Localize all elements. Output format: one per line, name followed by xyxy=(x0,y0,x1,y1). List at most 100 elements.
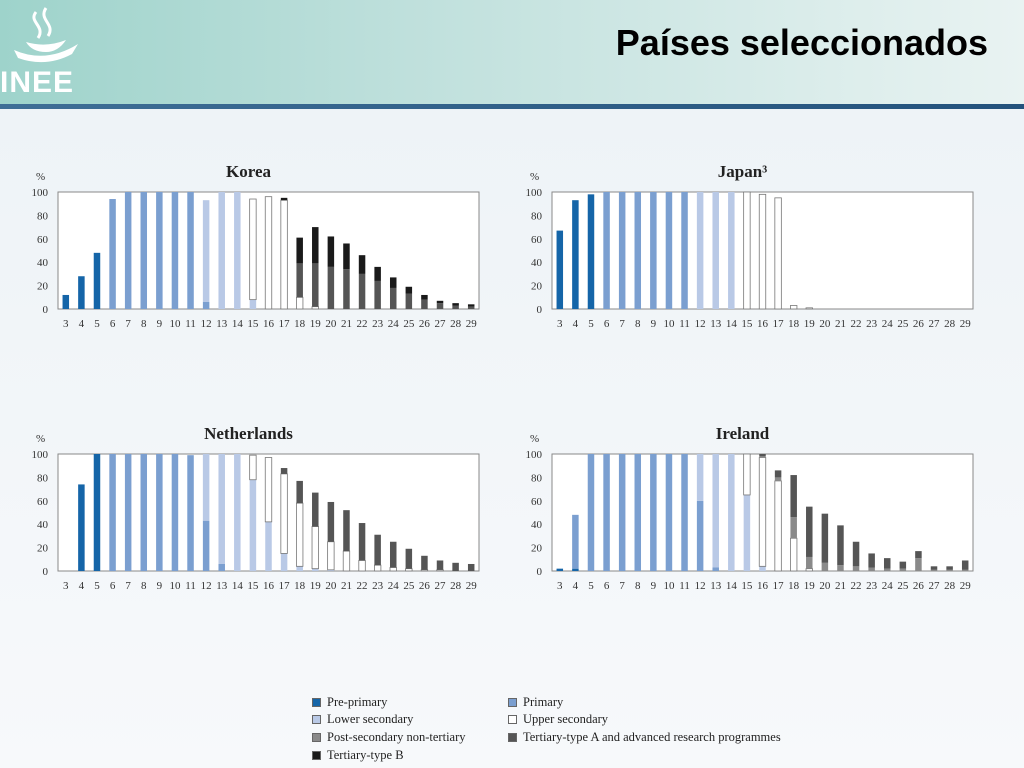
bar-segment-primary xyxy=(696,500,704,571)
bar-segment-upper-secondary xyxy=(342,550,351,572)
bar-segment-primary xyxy=(109,454,116,571)
chart-japan: Japan³% 0 20 40 60 80 100 3 4 5 6 7 8 9 10 11 12 13 14 15 16… xyxy=(526,162,974,330)
bar-segment-tertiary-a xyxy=(436,303,444,309)
y-axis-unit-label: % xyxy=(36,171,45,183)
bar-segment-primary xyxy=(202,301,210,309)
bar-segment-pre-primary xyxy=(78,276,85,309)
x-tick-label: 27 xyxy=(929,318,941,330)
x-tick-label: 21 xyxy=(341,318,352,330)
bar-segment-tertiary-a xyxy=(806,506,813,557)
bar-segment-pre-primary xyxy=(556,568,564,571)
x-tick-label: 9 xyxy=(651,580,657,592)
bar-segment-tertiary-a xyxy=(296,480,303,504)
bar-segment-primary xyxy=(156,192,163,309)
x-tick-label: 25 xyxy=(897,318,909,330)
legend-item-tertiary-a: Tertiary-type A and advanced research pr… xyxy=(508,730,781,745)
bar-segment-primary xyxy=(665,454,673,571)
x-tick-label: 9 xyxy=(157,318,163,330)
legend-label: Lower secondary xyxy=(327,712,414,726)
x-tick-label: 19 xyxy=(804,318,816,330)
bar-segment-lower-secondary xyxy=(759,566,766,571)
x-tick-label: 22 xyxy=(851,318,862,330)
bar-segment-tertiary-b xyxy=(296,237,303,264)
bar-segment-upper-secondary xyxy=(264,457,273,523)
bar-segment-tertiary-a xyxy=(312,263,319,307)
x-tick-label: 13 xyxy=(710,318,722,330)
bar-segment-upper-secondary xyxy=(790,537,798,572)
bar-segment-primary xyxy=(187,192,194,309)
bar-segment-primary xyxy=(681,192,688,309)
bar-segment-primary xyxy=(156,454,163,571)
y-axis-unit-label: % xyxy=(530,171,539,183)
y-tick-label: 40 xyxy=(531,519,543,531)
x-tick-label: 23 xyxy=(372,318,384,330)
x-tick-label: 8 xyxy=(635,318,641,330)
bar-segment-upper-secondary xyxy=(774,480,782,572)
chart-legend: Pre-primary Primary Lower secondary Uppe… xyxy=(312,693,832,765)
bar-segment-post-secondary xyxy=(837,565,844,571)
legend-swatch xyxy=(508,698,517,707)
legend-item-upper-secondary: Upper secondary xyxy=(508,712,608,727)
x-tick-label: 24 xyxy=(882,580,894,592)
bar-segment-tertiary-a xyxy=(296,263,303,298)
bar-segment-tertiary-a xyxy=(374,534,381,566)
bar-segment-tertiary-a xyxy=(312,492,319,527)
y-tick-label: 0 xyxy=(537,304,543,316)
bar-segment-tertiary-a xyxy=(389,541,397,568)
x-tick-label: 13 xyxy=(710,580,722,592)
bar-segment-primary xyxy=(650,454,657,571)
bar-segment-lower-secondary xyxy=(296,566,303,571)
y-tick-label: 80 xyxy=(531,472,543,484)
bar-segment-tertiary-b xyxy=(452,303,459,306)
bar-segment-post-secondary xyxy=(806,556,813,569)
x-tick-label: 15 xyxy=(247,318,259,330)
bar-segment-lower-secondary xyxy=(202,454,210,521)
x-tick-label: 26 xyxy=(419,580,431,592)
x-tick-label: 15 xyxy=(247,580,259,592)
bar-segment-tertiary-a xyxy=(899,561,907,569)
legend-label: Post-secondary non-tertiary xyxy=(327,730,466,744)
x-tick-label: 25 xyxy=(403,580,415,592)
x-tick-label: 23 xyxy=(866,580,878,592)
bar-segment-upper-secondary xyxy=(373,564,382,572)
legend-swatch xyxy=(312,715,321,724)
bar-segment-tertiary-a xyxy=(405,548,413,569)
x-tick-label: 16 xyxy=(263,318,275,330)
bar-segment-post-secondary xyxy=(915,558,922,571)
legend-item-primary: Primary xyxy=(508,695,563,710)
x-tick-label: 19 xyxy=(804,580,816,592)
bar-segment-upper-secondary xyxy=(280,473,288,554)
bar-segment-upper-secondary xyxy=(790,305,798,310)
chart-netherlands: Netherlands% 0 20 40 60 80 100 3 4 5 6 7 8 9 10 11 12 13 1… xyxy=(32,424,480,592)
y-axis-unit-label: % xyxy=(36,433,45,445)
x-tick-label: 19 xyxy=(310,580,322,592)
bar-segment-tertiary-a xyxy=(883,558,891,569)
x-tick-label: 15 xyxy=(741,580,753,592)
header-divider xyxy=(0,104,1024,109)
bar-segment-upper-secondary xyxy=(249,198,257,301)
bar-segment-post-secondary xyxy=(961,569,969,571)
x-tick-label: 8 xyxy=(141,318,147,330)
x-tick-label: 7 xyxy=(619,580,625,592)
x-tick-label: 6 xyxy=(604,580,610,592)
x-tick-label: 21 xyxy=(835,580,846,592)
x-tick-label: 6 xyxy=(604,318,610,330)
y-tick-label: 0 xyxy=(43,566,49,578)
x-tick-label: 20 xyxy=(325,580,337,592)
bar-segment-tertiary-b xyxy=(421,294,428,300)
x-tick-label: 7 xyxy=(619,318,625,330)
y-tick-label: 100 xyxy=(32,187,49,199)
x-tick-label: 6 xyxy=(110,318,116,330)
x-tick-label: 18 xyxy=(788,318,800,330)
bar-segment-tertiary-a xyxy=(327,501,335,542)
x-tick-label: 12 xyxy=(695,580,706,592)
x-tick-label: 23 xyxy=(866,318,878,330)
x-tick-label: 28 xyxy=(450,580,462,592)
bar-segment-tertiary-b xyxy=(467,304,475,307)
x-tick-label: 22 xyxy=(357,580,368,592)
bar-segment-tertiary-b xyxy=(312,227,319,264)
x-tick-label: 14 xyxy=(726,580,738,592)
chart-title: Netherlands xyxy=(204,424,293,443)
bar-segment-primary xyxy=(124,454,132,571)
bar-segment-upper-secondary xyxy=(296,296,304,310)
